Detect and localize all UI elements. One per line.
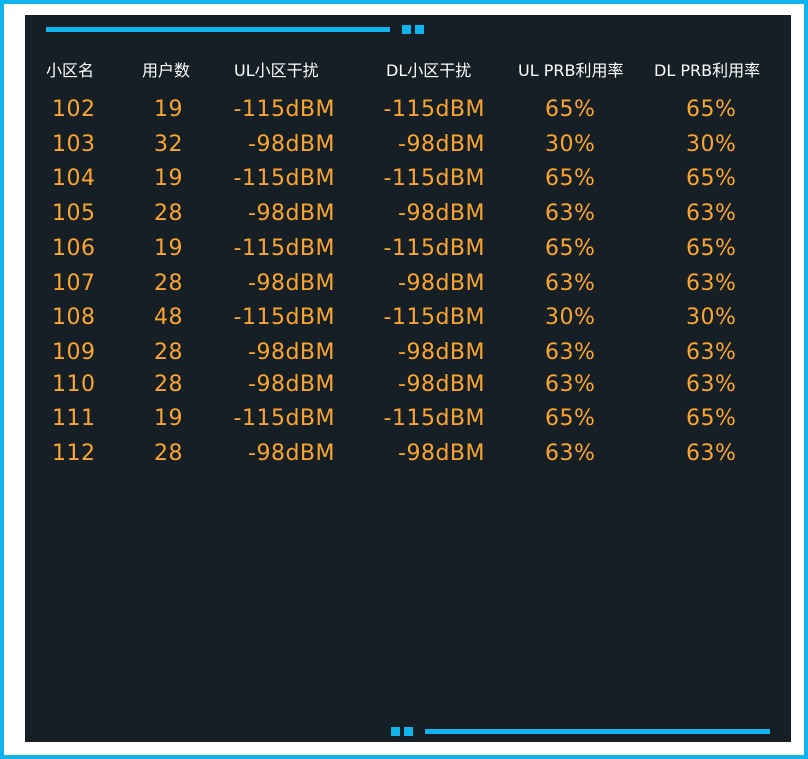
table-cell-dl-interference: -98dBM [398,441,485,466]
table-header: 小区名 用户数 UL小区干扰 DL小区干扰 UL PRB利用率 DL PRB利用… [25,59,791,83]
table-row: 102 19 -115dBM -115dBM 65% 65% [25,95,791,125]
table-cell-cell-name: 105 [52,201,96,226]
table-cell-ul-prb-usage: 30% [545,305,596,330]
table-cell-dl-interference: -98dBM [398,340,485,365]
table-row: 108 48 -115dBM -115dBM 30% 30% [25,303,791,333]
table-cell-cell-name: 107 [52,271,96,296]
table-row: 104 19 -115dBM -115dBM 65% 65% [25,164,791,194]
table-cell-dl-prb-usage: 63% [686,271,737,296]
cell-stats-panel: 小区名 用户数 UL小区干扰 DL小区干扰 UL PRB利用率 DL PRB利用… [25,15,791,742]
table-cell-user-count: 28 [154,441,183,466]
table-cell-user-count: 28 [154,372,183,397]
table-cell-cell-name: 110 [52,372,96,397]
bottom-accent-line [425,729,770,734]
table-cell-ul-prb-usage: 63% [545,201,596,226]
table-cell-cell-name: 104 [52,166,96,191]
table-row: 109 28 -98dBM -98dBM 63% 63% [25,338,791,368]
table-cell-user-count: 19 [154,166,183,191]
table-row: 110 28 -98dBM -98dBM 63% 63% [25,370,791,400]
table-cell-ul-interference: -115dBM [233,236,335,261]
table-cell-dl-prb-usage: 65% [686,97,737,122]
table-cell-dl-prb-usage: 63% [686,441,737,466]
table-cell-ul-interference: -115dBM [233,305,335,330]
table-cell-cell-name: 109 [52,340,96,365]
table-cell-ul-prb-usage: 63% [545,340,596,365]
table-cell-ul-interference: -98dBM [248,201,335,226]
table-row: 106 19 -115dBM -115dBM 65% 65% [25,234,791,264]
header-dl-prb-usage: DL PRB利用率 [654,61,761,80]
header-ul-prb-usage: UL PRB利用率 [518,61,624,80]
bottom-accent-square-1 [391,727,400,736]
table-cell-ul-prb-usage: 65% [545,97,596,122]
table-row: 112 28 -98dBM -98dBM 63% 63% [25,439,791,469]
table-cell-cell-name: 112 [52,441,96,466]
table-row: 111 19 -115dBM -115dBM 65% 65% [25,404,791,434]
table-cell-cell-name: 111 [52,406,96,431]
table-cell-user-count: 28 [154,201,183,226]
table-cell-dl-prb-usage: 30% [686,305,737,330]
table-row: 107 28 -98dBM -98dBM 63% 63% [25,269,791,299]
table-cell-ul-prb-usage: 63% [545,441,596,466]
bottom-accent-square-2 [404,727,413,736]
table-cell-ul-interference: -98dBM [248,372,335,397]
table-cell-dl-interference: -98dBM [398,201,485,226]
table-cell-user-count: 48 [154,305,183,330]
table-row: 105 28 -98dBM -98dBM 63% 63% [25,199,791,229]
table-cell-cell-name: 103 [52,132,96,157]
table-cell-dl-prb-usage: 63% [686,372,737,397]
table-cell-ul-interference: -98dBM [248,271,335,296]
table-cell-dl-prb-usage: 65% [686,166,737,191]
table-cell-dl-prb-usage: 63% [686,201,737,226]
table-cell-ul-interference: -98dBM [248,441,335,466]
table-cell-dl-interference: -115dBM [383,97,485,122]
table-cell-dl-prb-usage: 65% [686,236,737,261]
table-cell-dl-interference: -115dBM [383,236,485,261]
table-cell-ul-interference: -115dBM [233,97,335,122]
table-cell-dl-interference: -115dBM [383,166,485,191]
table-cell-ul-prb-usage: 65% [545,406,596,431]
top-accent-square-2 [415,25,424,34]
header-ul-interference: UL小区干扰 [234,61,319,80]
table-cell-ul-interference: -115dBM [233,166,335,191]
table-cell-dl-prb-usage: 63% [686,340,737,365]
table-cell-user-count: 19 [154,97,183,122]
table-cell-user-count: 19 [154,406,183,431]
table-cell-ul-interference: -115dBM [233,406,335,431]
table-cell-dl-prb-usage: 65% [686,406,737,431]
table-cell-ul-prb-usage: 63% [545,271,596,296]
table-cell-dl-prb-usage: 30% [686,132,737,157]
table-cell-user-count: 19 [154,236,183,261]
table-cell-user-count: 28 [154,271,183,296]
table-cell-ul-prb-usage: 65% [545,166,596,191]
table-cell-ul-interference: -98dBM [248,340,335,365]
header-user-count: 用户数 [142,61,191,80]
table-row: 103 32 -98dBM -98dBM 30% 30% [25,130,791,160]
header-dl-interference: DL小区干扰 [386,61,472,80]
table-cell-ul-interference: -98dBM [248,132,335,157]
top-accent-square-1 [402,25,411,34]
top-accent-line [46,27,390,32]
header-cell-name: 小区名 [46,61,95,80]
table-cell-user-count: 32 [154,132,183,157]
table-cell-user-count: 28 [154,340,183,365]
table-cell-cell-name: 102 [52,97,96,122]
table-cell-dl-interference: -98dBM [398,372,485,397]
table-cell-dl-interference: -115dBM [383,406,485,431]
table-cell-cell-name: 108 [52,305,96,330]
table-cell-cell-name: 106 [52,236,96,261]
table-cell-dl-interference: -115dBM [383,305,485,330]
table-cell-ul-prb-usage: 30% [545,132,596,157]
table-cell-ul-prb-usage: 63% [545,372,596,397]
table-cell-dl-interference: -98dBM [398,271,485,296]
table-cell-ul-prb-usage: 65% [545,236,596,261]
table-cell-dl-interference: -98dBM [398,132,485,157]
